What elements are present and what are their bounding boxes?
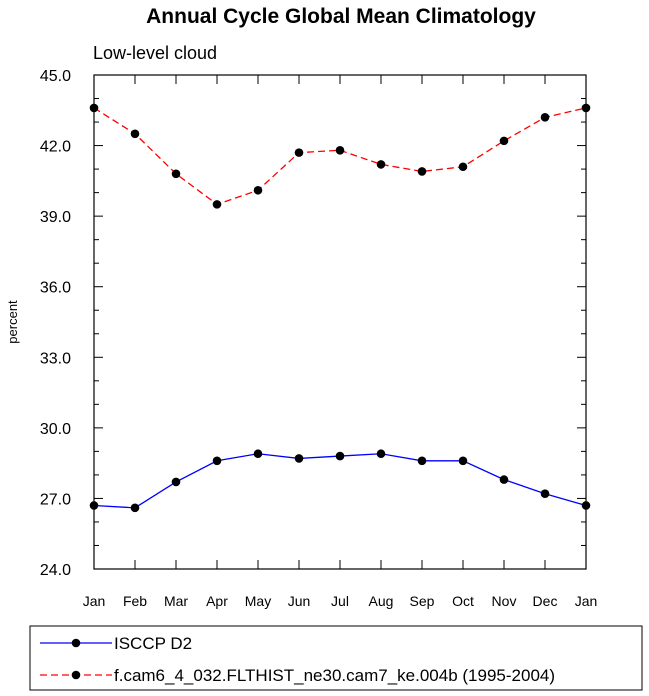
x-tick-label: Jul xyxy=(331,593,349,609)
series-2-point xyxy=(417,167,427,176)
series-1-point xyxy=(253,449,263,459)
y-tick-label: 45.0 xyxy=(40,68,71,85)
legend-box xyxy=(29,625,643,691)
series-1-point xyxy=(212,456,222,466)
x-tick-label: Nov xyxy=(492,593,517,609)
series-2-point xyxy=(253,185,263,195)
chart-title: Annual Cycle Global Mean Climatology xyxy=(146,5,536,28)
y-axis: 24.0 27.0 30.0 33.0 36.0 39.0 42.0 45.0 xyxy=(40,68,586,579)
plot-area xyxy=(89,103,591,513)
y-tick-label: 24.0 xyxy=(40,562,71,579)
series-1-point xyxy=(499,475,509,484)
x-tick-label: Sep xyxy=(410,593,435,609)
series-2-point xyxy=(458,162,468,172)
x-tick-label: May xyxy=(245,593,271,609)
y-tick-label: 36.0 xyxy=(40,280,71,297)
x-tick-label: Apr xyxy=(206,593,228,609)
series-1-point xyxy=(376,449,386,459)
series-2-point xyxy=(294,148,304,157)
legend-label-2: f.cam6_4_032.FLTHIST_ne30.cam7_ke.004b (… xyxy=(114,666,555,685)
y-tick-label: 42.0 xyxy=(40,139,71,156)
x-tick-label: Jan xyxy=(83,593,106,609)
series-2-point xyxy=(540,113,550,122)
y-tick-label: 30.0 xyxy=(40,421,71,438)
series-1-point xyxy=(171,477,181,487)
y-tick-label: 27.0 xyxy=(40,491,71,508)
series-1-point xyxy=(130,503,140,513)
x-tick-label: Aug xyxy=(369,593,394,609)
x-tick-label: Mar xyxy=(164,593,188,609)
series-1-point xyxy=(458,456,468,466)
series-2-point xyxy=(499,136,509,146)
chart-subtitle: Low-level cloud xyxy=(93,43,217,63)
series-2-point xyxy=(335,145,345,155)
legend-marker-1 xyxy=(71,638,81,648)
legend-marker-2 xyxy=(71,670,81,680)
plot-frame xyxy=(93,74,587,570)
series-1-point xyxy=(417,456,427,466)
series-line-2 xyxy=(93,107,587,206)
series-1-point xyxy=(540,489,550,499)
x-tick-label: Oct xyxy=(452,593,474,609)
x-tick-label: Jun xyxy=(288,593,311,609)
y-tick-label: 33.0 xyxy=(40,350,71,367)
x-tick-label: Feb xyxy=(123,593,147,609)
x-axis: Jan Feb Mar Apr May Jun Jul Aug Sep Oct Nov Dec Jan xyxy=(83,75,598,609)
series-1-point xyxy=(335,451,345,461)
legend: ISCCP D2 f.cam6_4_032.FLTHIST_ne30.cam7_k… xyxy=(29,625,643,691)
y-axis-label: percent xyxy=(5,300,20,344)
series-2-point xyxy=(130,129,140,139)
series-2-point xyxy=(376,160,386,169)
x-tick-label: Jan xyxy=(575,593,598,609)
series-2-point xyxy=(171,169,181,179)
series-1-point xyxy=(294,454,304,463)
series-line-1 xyxy=(93,453,587,509)
legend-label-1: ISCCP D2 xyxy=(114,634,192,653)
x-tick-label: Dec xyxy=(533,593,558,609)
series-2-point xyxy=(212,200,222,209)
y-tick-label: 39.0 xyxy=(40,209,71,226)
